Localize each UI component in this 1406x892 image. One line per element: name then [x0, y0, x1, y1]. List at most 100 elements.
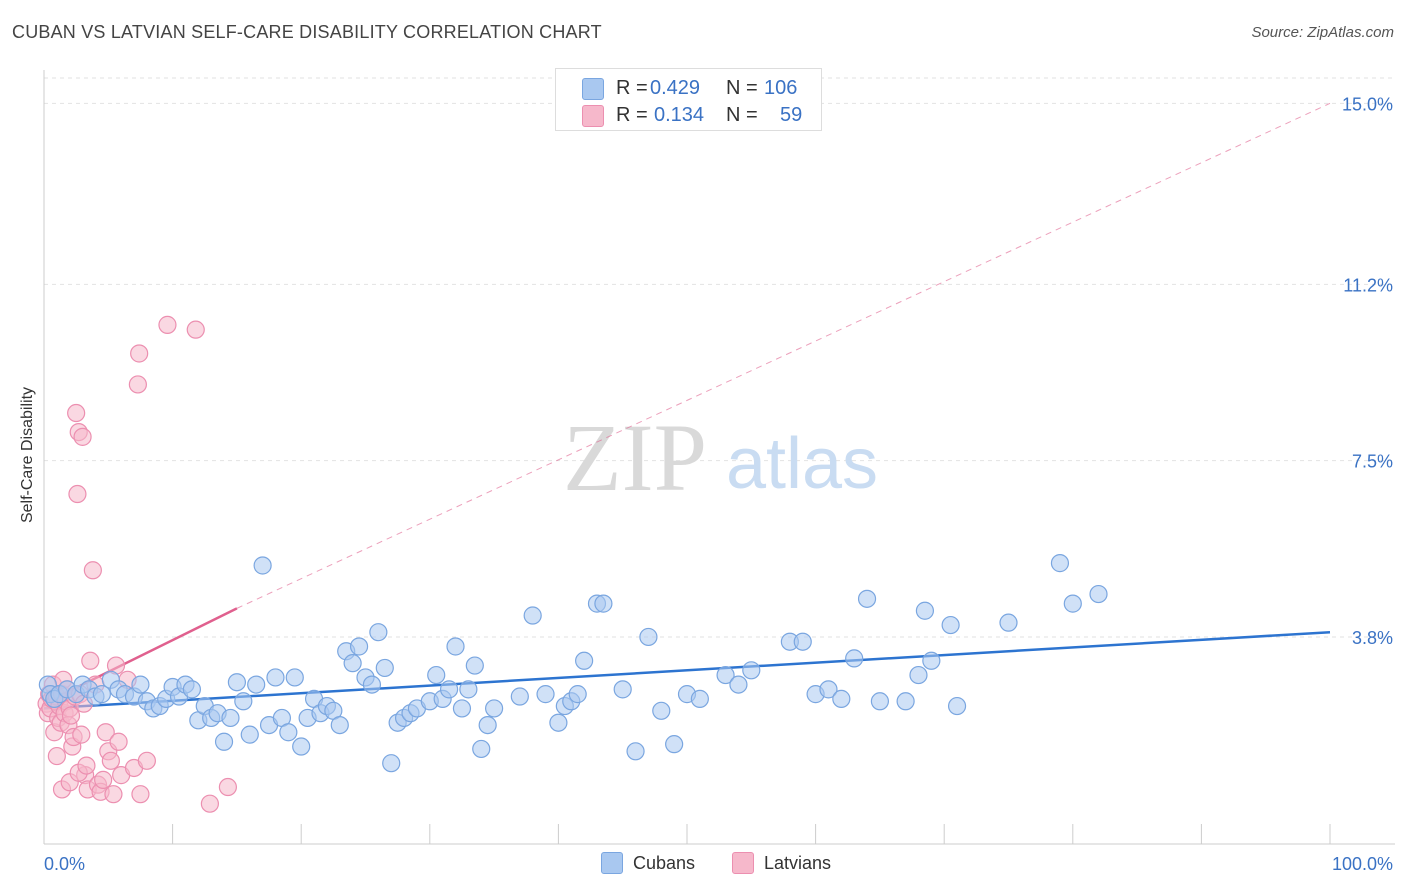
axes: [43, 70, 1395, 845]
cubans-point: [819, 680, 838, 699]
cubans-point: [214, 732, 234, 751]
latvians-point: [47, 746, 66, 766]
cubans-point: [1050, 554, 1070, 573]
latvians-point: [101, 751, 120, 770]
cubans-point: [613, 680, 632, 699]
legend-r-label: R =: [616, 77, 648, 99]
cubans-point: [485, 699, 504, 718]
source-label: Source: ZipAtlas.com: [1251, 24, 1394, 41]
latvians-points: [37, 315, 237, 813]
x-tick-label-left: 0.0%: [44, 854, 85, 874]
cubans-point: [941, 615, 960, 635]
latvians-swatch: [582, 104, 604, 127]
cubans-point: [227, 673, 246, 692]
latvians-point: [137, 751, 156, 770]
cubans-point: [375, 658, 394, 678]
bottom-legend-latvians: Latvians: [732, 852, 831, 874]
legend-row-latvians: R = 0.134 N = 59: [582, 104, 802, 127]
latvians-point: [67, 403, 86, 423]
cubans-point: [131, 675, 150, 694]
y-tick-label: 7.5%: [1352, 452, 1393, 472]
cubans-point: [459, 680, 478, 699]
y-tick-label: 15.0%: [1342, 94, 1393, 114]
cubans-point: [234, 692, 253, 711]
cubans-point: [639, 627, 658, 647]
cubans-point: [690, 689, 709, 708]
cubans-point: [362, 675, 382, 694]
legend-row-cubans: R = 0.429 N = 106: [582, 77, 797, 100]
cubans-point: [568, 685, 587, 704]
latvians-point: [73, 427, 92, 446]
cubans-swatch: [582, 77, 604, 100]
cubans-point: [182, 680, 201, 699]
latvians-point: [83, 561, 102, 580]
cubans-point: [382, 754, 401, 773]
cubans-point: [452, 699, 472, 718]
cubans-point: [292, 737, 311, 756]
cubans-n-value: 106: [764, 77, 798, 99]
cubans-point: [446, 637, 465, 656]
cubans-point: [832, 689, 851, 708]
cubans-points: [38, 554, 1108, 773]
cubans-point: [349, 637, 369, 656]
cubans-point: [549, 713, 568, 732]
latvians-point: [72, 725, 91, 744]
cubans-trend-line: [43, 630, 1331, 710]
latvians-point: [130, 344, 149, 363]
cubans-point: [279, 723, 298, 742]
latvians-point: [131, 785, 150, 804]
latvians-point: [200, 794, 219, 813]
cubans-point: [652, 701, 671, 720]
legend-n-label: N =: [726, 77, 758, 99]
cubans-point: [369, 623, 388, 642]
x-tick-label-right: 100.0%: [1332, 854, 1393, 874]
cubans-point: [221, 708, 240, 728]
cubans-point: [716, 665, 735, 685]
legend-n-label: N =: [726, 104, 758, 126]
watermark-atlas: atlas: [726, 424, 878, 504]
cubans-point: [870, 692, 890, 711]
cubans-point: [285, 668, 304, 687]
cubans-point: [266, 668, 285, 687]
legend-r-label: R =: [616, 104, 648, 126]
cubans-point: [439, 680, 459, 699]
cubans-legend-label: Cubans: [633, 852, 696, 873]
cubans-point: [857, 589, 877, 608]
watermark: ZIP atlas: [563, 404, 878, 511]
cubans-point: [1063, 594, 1082, 613]
cubans-point: [92, 685, 111, 704]
gridlines: [44, 77, 1395, 638]
latvians-n-value: 59: [780, 104, 803, 126]
cubans-point: [247, 675, 266, 694]
latvians-point: [104, 785, 123, 804]
cubans-point: [845, 649, 864, 668]
cubans-point: [626, 742, 645, 761]
cubans-point: [909, 665, 928, 685]
cubans-point: [478, 715, 497, 735]
latvians-point: [109, 732, 128, 751]
cubans-point: [729, 675, 748, 694]
y-tick-labels: 3.8% 7.5% 11.2% 15.0%: [1342, 94, 1393, 648]
latvians-trend-line: [236, 102, 1331, 609]
cubans-point: [575, 651, 594, 670]
cubans-point: [510, 687, 529, 706]
y-tick-label: 11.2%: [1343, 275, 1393, 295]
latvians-point: [61, 706, 81, 725]
cubans-point: [472, 739, 491, 759]
cubans-r-value: 0.429: [650, 77, 701, 99]
cubans-point: [665, 735, 684, 754]
cubans-point: [523, 606, 542, 625]
latvians-point: [186, 320, 205, 339]
cubans-point: [465, 656, 484, 675]
cubans-point: [1089, 584, 1108, 604]
cubans-point: [330, 715, 349, 735]
latvians-point: [218, 777, 237, 797]
cubans-point: [240, 725, 259, 744]
cubans-point: [915, 601, 935, 620]
cubans-point: [999, 613, 1018, 632]
cubans-point: [742, 661, 761, 680]
latvians-legend-label: Latvians: [764, 852, 832, 873]
watermark-zip: ZIP: [563, 404, 707, 511]
cubans-point: [594, 594, 613, 613]
